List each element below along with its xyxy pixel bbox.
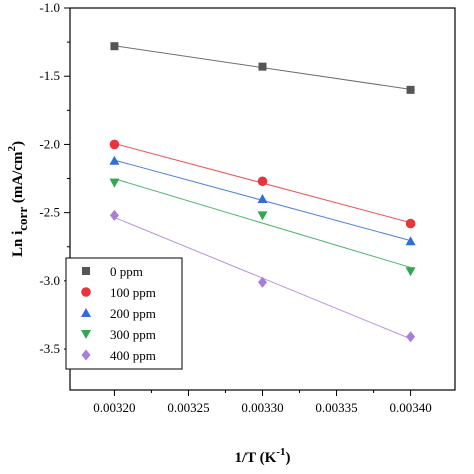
data-point [257, 176, 268, 187]
legend-label: 300 ppm [110, 327, 156, 342]
data-point [405, 218, 416, 229]
legend-marker [81, 330, 91, 339]
legend-marker [81, 349, 91, 361]
legend-label: 200 ppm [110, 306, 156, 321]
x-axis-title-close: ) [286, 450, 291, 466]
legend: 0 ppm 100 ppm 200 ppm 300 ppm 400 ppm [65, 257, 183, 370]
x-axis-ticks: 0.00320 0.00325 0.00330 0.00335 0.00340 [93, 390, 432, 415]
y-axis-title-sub: corr [15, 207, 30, 231]
y-axis-title-close: ) [10, 141, 26, 146]
data-point [258, 276, 267, 288]
data-point [257, 211, 268, 221]
y-tick-label: -3.0 [39, 273, 60, 288]
y-axis-title-sup: 2 [6, 146, 18, 152]
markers [109, 42, 416, 343]
data-point [406, 331, 416, 343]
legend-marker [81, 308, 91, 317]
y-axis-title: Ln icorr (mA/cm2) [6, 141, 30, 257]
x-axis-title-main: 1/T (K [235, 450, 277, 466]
y-axis-ticks: -1.0 -1.5 -2.0 -2.5 -3.0 -3.5 [39, 0, 70, 356]
data-point [109, 209, 119, 221]
y-tick-label: -2.5 [39, 205, 60, 220]
x-tick-label: 0.00335 [315, 400, 357, 415]
data-point [257, 194, 268, 203]
data-point [109, 139, 120, 150]
y-tick-label: -1.0 [39, 0, 60, 15]
data-point [109, 178, 120, 188]
data-point [406, 85, 415, 94]
legend-marker [81, 287, 91, 297]
y-tick-label: -2.0 [39, 136, 60, 151]
y-axis-title-unit: (mA/cm [10, 151, 26, 207]
y-axis-title-main: Ln i [10, 231, 26, 257]
data-point [258, 62, 267, 71]
legend-label: 0 ppm [110, 264, 143, 279]
data-point [405, 267, 416, 277]
data-point [109, 155, 120, 165]
x-tick-label: 0.00325 [167, 400, 209, 415]
data-point [110, 42, 119, 51]
x-tick-label: 0.00340 [389, 400, 431, 415]
legend-label: 100 ppm [110, 285, 156, 300]
x-axis-title: 1/T (K-1) [235, 446, 291, 466]
legend-label: 400 ppm [110, 348, 156, 363]
y-tick-label: -1.5 [39, 68, 60, 83]
y-tick-label: -3.5 [39, 341, 60, 356]
x-tick-label: 0.00320 [93, 400, 135, 415]
data-point [405, 236, 416, 246]
legend-marker [82, 267, 90, 275]
fit-line [114, 178, 411, 268]
x-axis-title-sup: -1 [276, 446, 285, 458]
x-tick-label: 0.00330 [241, 400, 283, 415]
